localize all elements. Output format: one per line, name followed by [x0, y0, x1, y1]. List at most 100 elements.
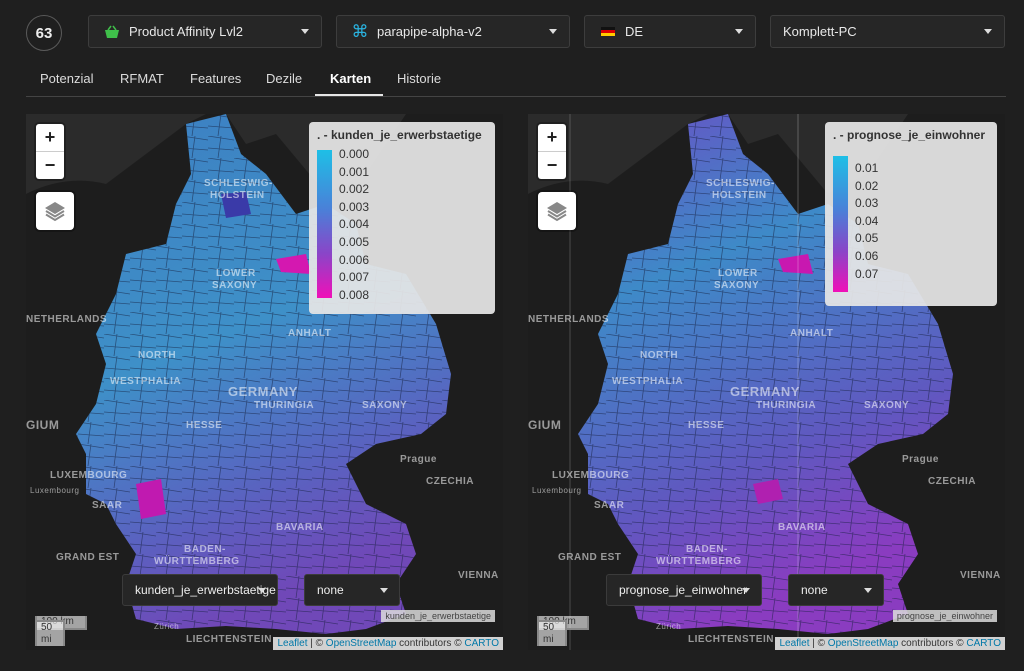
map-label-grand-est: GRAND EST	[558, 552, 622, 563]
carto-link[interactable]: CARTO	[464, 638, 499, 649]
map-label-prague: Prague	[400, 454, 437, 465]
legend-color-bar	[833, 156, 848, 292]
legend-tick: 0.02	[855, 178, 879, 193]
zoom-control: + −	[36, 124, 64, 179]
chevron-down-icon	[549, 29, 557, 34]
command-icon: ⌘	[351, 21, 369, 41]
map-label-czechia: CZECHIA	[426, 476, 474, 487]
variable-select[interactable]: kunden_je_erwerbstaetige	[122, 574, 278, 606]
map-label-saxony: SAXONY	[362, 400, 408, 411]
pipeline-dropdown[interactable]: ⌘ parapipe-alpha-v2	[336, 15, 570, 48]
map-label-lower: LOWER	[718, 268, 758, 279]
legend-title: . - kunden_je_erwerbstaetige	[317, 128, 482, 142]
layers-icon	[45, 202, 65, 222]
legend-tick: 0.001	[339, 164, 370, 179]
map-attribution: Leaflet | © OpenStreetMap contributors ©…	[775, 637, 1005, 650]
map-legend: . - kunden_je_erwerbstaetige 0.000 0.001…	[309, 122, 495, 314]
map-kunden[interactable]: SCHLESWIG- HOLSTEIN LOWER SAXONY NETHERL…	[26, 114, 503, 650]
tab-features[interactable]: Features	[190, 71, 242, 86]
tab-historie[interactable]: Historie	[397, 71, 442, 86]
attribution-sep: | ©	[809, 638, 828, 649]
map-label-netherlands: NETHERLANDS	[528, 314, 610, 325]
map-label-hesse: HESSE	[186, 420, 223, 431]
country-dropdown-label: DE	[625, 24, 644, 39]
legend-tick: 0.03	[855, 196, 879, 211]
attribution-mid: contributors ©	[898, 638, 967, 649]
map-label-germany: GERMANY	[730, 384, 800, 399]
map-label-schleswig: SCHLESWIG-	[706, 178, 775, 189]
map-label-vienna: VIENNA	[458, 570, 499, 581]
country-dropdown[interactable]: DE	[584, 15, 756, 48]
chevron-down-icon	[864, 588, 872, 593]
secondary-select-value: none	[801, 583, 828, 597]
zoom-out-button[interactable]: −	[36, 151, 64, 179]
variable-select[interactable]: prognose_je_einwohner	[606, 574, 762, 606]
zoom-in-button[interactable]: +	[44, 127, 56, 147]
zoom-out-button[interactable]: −	[538, 151, 566, 179]
carto-link[interactable]: CARTO	[966, 638, 1001, 649]
map-label-luxembourg: Luxembourg	[532, 486, 582, 495]
legend-tick: 0.007	[339, 270, 370, 285]
map-label-bavaria: BAVARIA	[276, 522, 324, 533]
scale-mi: 50 mi	[537, 620, 567, 646]
layers-button[interactable]	[36, 192, 74, 230]
pipeline-dropdown-label: parapipe-alpha-v2	[377, 24, 482, 39]
chevron-down-icon	[380, 588, 388, 593]
tab-dezile[interactable]: Dezile	[266, 71, 303, 86]
tab-rfmat[interactable]: RFMAT	[120, 71, 164, 86]
map-label-saxony-lower: SAXONY	[212, 280, 258, 291]
map-label-czechia: CZECHIA	[928, 476, 976, 487]
zoom-in-button[interactable]: +	[546, 127, 558, 147]
osm-link[interactable]: OpenStreetMap	[827, 638, 899, 649]
map-label-holstein: HOLSTEIN	[712, 190, 767, 201]
flag-de-icon	[597, 27, 619, 36]
tab-karten[interactable]: Karten	[330, 71, 372, 86]
layer-label: kunden_je_erwerbstaetige	[381, 610, 495, 622]
map-label-bavaria: BAVARIA	[778, 522, 826, 533]
osm-link[interactable]: OpenStreetMap	[325, 638, 397, 649]
chevron-down-icon	[258, 588, 266, 593]
map-label-saxony: SAXONY	[864, 400, 910, 411]
layer-label: prognose_je_einwohner	[892, 610, 997, 622]
chevron-down-icon	[735, 29, 743, 34]
variable-select-value: prognose_je_einwohner	[619, 583, 748, 597]
layers-button[interactable]	[538, 192, 576, 230]
map-label-netherlands: NETHERLANDS	[26, 314, 108, 325]
legend-ticks: 0.000 0.001 0.002 0.003 0.004 0.005 0.00…	[339, 146, 369, 304]
map-label-saar: SAAR	[594, 500, 625, 511]
legend-tick: 0.07	[855, 266, 879, 281]
secondary-select[interactable]: none	[304, 574, 400, 606]
model-dropdown[interactable]: Product Affinity Lvl2	[88, 15, 322, 48]
map-label-wurttemberg: WÜRTTEMBERG	[656, 556, 742, 567]
map-legend: . - prognose_je_einwohner 0.01 0.02 0.03…	[825, 122, 997, 306]
legend-tick: 0.06	[855, 248, 879, 263]
legend-title: . - prognose_je_einwohner	[833, 128, 986, 142]
map-label-vienna: VIENNA	[960, 570, 1001, 581]
map-label-baden: BADEN-	[184, 544, 226, 555]
map-prognose[interactable]: SCHLESWIG- HOLSTEIN LOWER SAXONY NETHERL…	[528, 114, 1005, 650]
secondary-select[interactable]: none	[788, 574, 884, 606]
map-label-thuringia: THURINGIA	[756, 400, 817, 411]
leaflet-link[interactable]: Leaflet	[779, 638, 810, 649]
map-label-liechtenstein: LIECHTENSTEIN	[688, 634, 774, 645]
map-label-liechtenstein: LIECHTENSTEIN	[186, 634, 272, 645]
tab-potenzial[interactable]: Potenzial	[40, 71, 94, 86]
leaflet-link[interactable]: Leaflet	[277, 638, 308, 649]
variable-select-value: kunden_je_erwerbstaetige	[135, 583, 276, 597]
tab-bar: Potenzial RFMAT Features Dezile Karten H…	[26, 62, 1006, 97]
attribution-mid: contributors ©	[396, 638, 465, 649]
map-label-luxembourg-region: LUXEMBOURG	[50, 470, 128, 481]
legend-tick: 0.000	[339, 147, 370, 161]
legend-tick: 0.002	[339, 182, 370, 197]
legend-tick: 0.005	[339, 234, 370, 249]
map-label-saar: SAAR	[92, 500, 123, 511]
map-label-hesse: HESSE	[688, 420, 725, 431]
map-label-baden: BADEN-	[686, 544, 728, 555]
map-label-luxembourg: Luxembourg	[30, 486, 80, 495]
legend-tick: 0.004	[339, 217, 370, 232]
map-attribution: Leaflet | © OpenStreetMap contributors ©…	[273, 637, 503, 650]
category-dropdown[interactable]: Komplett-PC	[770, 15, 1005, 48]
map-label-north: NORTH	[640, 350, 679, 361]
legend-color-bar	[317, 150, 332, 298]
map-label-anhalt: ANHALT	[790, 328, 834, 339]
